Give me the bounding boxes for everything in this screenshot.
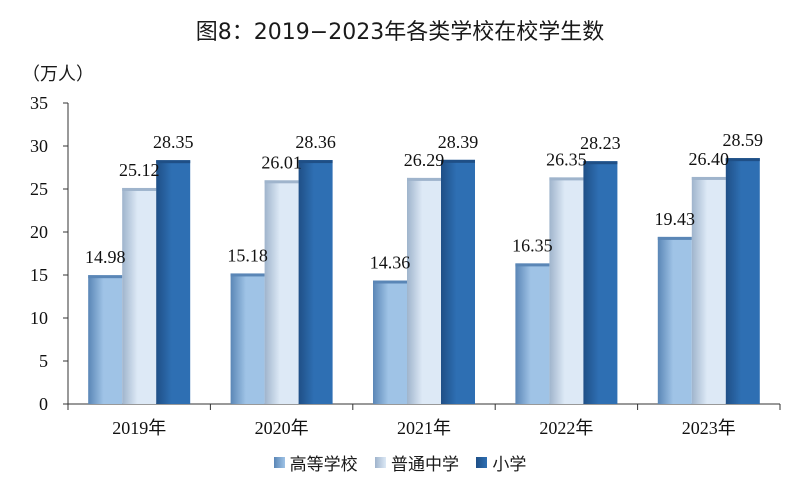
bar-2-1: [122, 187, 157, 404]
x-tick-label: 2023年: [682, 418, 736, 438]
legend: 高等学校 普通中学 小学: [0, 450, 800, 475]
legend-swatch-series-2: [375, 457, 386, 468]
legend-label-series-3: 小学: [492, 455, 527, 475]
bar-cap-1-5: [657, 236, 692, 240]
bar-cap-3-2: [298, 160, 333, 164]
data-label: 26.01: [261, 152, 302, 172]
y-tick-label: 25: [30, 179, 48, 199]
bar-3-3: [441, 159, 475, 404]
x-tick-label: 2022年: [539, 418, 593, 438]
data-label: 15.18: [227, 245, 268, 265]
bar-2-2: [264, 180, 299, 404]
bar-1-1: [88, 275, 123, 404]
data-label: 28.39: [438, 132, 479, 152]
bar-1-5: [657, 236, 692, 404]
data-label: 26.40: [689, 149, 730, 169]
data-label: 19.43: [655, 209, 696, 229]
data-label: 28.35: [153, 132, 194, 152]
legend-item-series-1: 高等学校: [273, 450, 358, 475]
y-axis-unit-label: （万人）: [22, 64, 94, 85]
bar-2-4: [549, 177, 584, 404]
bar-3-1: [156, 160, 191, 404]
bar-cap-3-1: [156, 160, 191, 164]
chart-title: 图8：2019−2023年各类学校在校学生数: [195, 20, 605, 45]
y-tick-label: 20: [30, 222, 48, 242]
y-tick-label: 35: [30, 93, 48, 113]
legend-item-series-3: 小学: [476, 450, 526, 475]
bar-2-3: [407, 177, 441, 404]
bar-cap-3-5: [725, 158, 760, 162]
legend-item-series-2: 普通中学: [375, 450, 459, 475]
bar-1-4: [515, 263, 550, 404]
legend-label-series-2: 普通中学: [391, 455, 459, 475]
data-label: 28.23: [580, 133, 621, 153]
bar-cap-1-1: [88, 275, 123, 279]
bars: [88, 158, 760, 404]
y-tick-label: 15: [30, 265, 48, 285]
axes: 0 5 10 15 20 25 30 35 2019年 2020年 2021年 2022年 2023年: [30, 93, 781, 438]
bar-3-4: [583, 161, 618, 404]
data-label: 28.59: [723, 130, 764, 150]
y-tick-label: 10: [30, 308, 48, 328]
bar-1-2: [230, 273, 265, 404]
bar-cap-3-4: [583, 161, 618, 165]
bar-2-5: [691, 176, 726, 404]
legend-swatch-series-1: [273, 457, 285, 468]
data-label: 14.36: [370, 253, 411, 273]
data-label: 28.36: [295, 132, 336, 152]
bar-1-3: [373, 280, 407, 404]
bar-cap-2-3: [407, 177, 441, 181]
data-label: 16.35: [512, 235, 553, 255]
y-tick-label: 30: [30, 136, 48, 156]
bar-cap-3-3: [441, 159, 475, 163]
bar-cap-2-4: [549, 177, 584, 181]
bar-cap-2-1: [122, 187, 157, 191]
bar-3-2: [298, 160, 333, 404]
bar-cap-1-2: [230, 273, 265, 277]
bar-cap-2-5: [691, 176, 726, 180]
data-label: 14.98: [85, 247, 126, 267]
bar-3-5: [725, 158, 760, 404]
y-tick-label: 5: [39, 351, 48, 371]
x-tick-label: 2019年: [112, 418, 166, 438]
x-tick-label: 2020年: [255, 418, 309, 438]
y-tick-label: 0: [39, 394, 48, 414]
data-label: 25.12: [119, 160, 160, 180]
bar-cap-1-4: [515, 263, 550, 267]
data-label: 26.35: [546, 149, 587, 169]
bar-cap-2-2: [264, 180, 299, 184]
x-tick-label: 2021年: [397, 418, 451, 438]
data-label: 26.29: [404, 150, 445, 170]
bar-cap-1-3: [373, 280, 407, 284]
legend-label-series-1: 高等学校: [289, 455, 358, 475]
legend-swatch-series-3: [476, 457, 488, 468]
